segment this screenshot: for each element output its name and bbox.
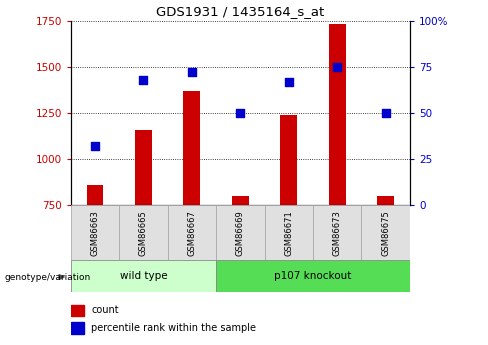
Text: GSM86665: GSM86665 <box>139 210 148 256</box>
Bar <box>232 196 249 205</box>
Bar <box>362 205 410 260</box>
Point <box>236 110 244 116</box>
Text: count: count <box>91 305 119 315</box>
Text: wild type: wild type <box>120 271 167 281</box>
Point <box>91 144 99 149</box>
Point <box>333 64 341 70</box>
Point <box>188 70 196 75</box>
Bar <box>135 130 152 205</box>
Point <box>382 110 389 116</box>
Bar <box>280 115 297 205</box>
Text: GSM86663: GSM86663 <box>90 210 100 256</box>
Bar <box>183 91 201 205</box>
Text: GSM86673: GSM86673 <box>333 210 342 256</box>
Bar <box>377 196 394 205</box>
Bar <box>168 205 216 260</box>
Point <box>285 79 293 85</box>
Bar <box>264 205 313 260</box>
Bar <box>71 305 84 316</box>
Bar <box>86 185 103 205</box>
Title: GDS1931 / 1435164_s_at: GDS1931 / 1435164_s_at <box>156 5 325 18</box>
Bar <box>216 205 264 260</box>
Text: p107 knockout: p107 knockout <box>274 271 352 281</box>
Point <box>140 77 147 82</box>
Bar <box>313 205 362 260</box>
Text: GSM86671: GSM86671 <box>285 210 293 256</box>
Text: genotype/variation: genotype/variation <box>5 273 91 282</box>
Bar <box>71 205 119 260</box>
Text: GSM86669: GSM86669 <box>236 210 245 256</box>
Bar <box>329 24 346 205</box>
Bar <box>71 323 84 334</box>
Text: GSM86675: GSM86675 <box>381 210 390 256</box>
Bar <box>119 205 168 260</box>
Text: percentile rank within the sample: percentile rank within the sample <box>91 323 256 333</box>
Bar <box>71 260 216 292</box>
Bar <box>216 260 410 292</box>
Text: GSM86667: GSM86667 <box>187 210 196 256</box>
